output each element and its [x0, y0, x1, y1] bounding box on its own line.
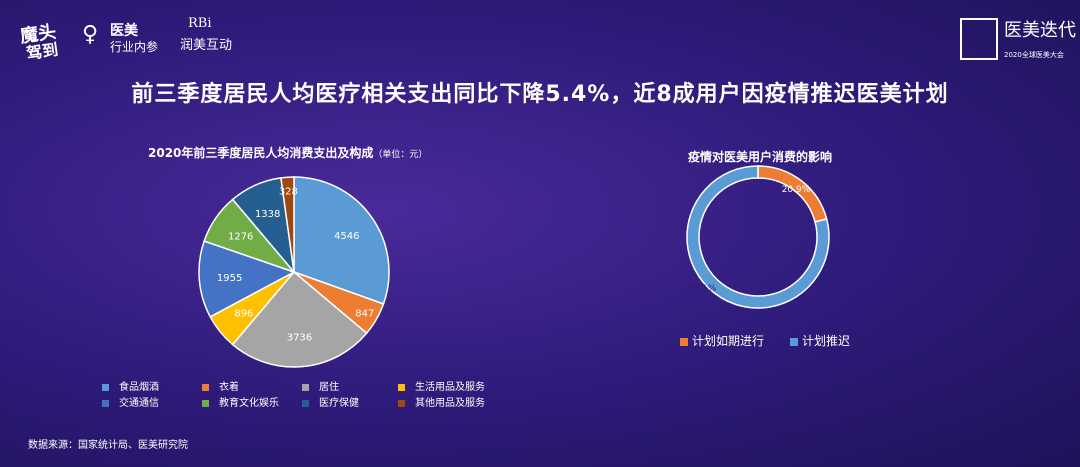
legend-item: 食品烟酒 — [102, 378, 159, 393]
chart2-title: 疫情对医美用户消费的影响 — [688, 150, 833, 164]
legend-swatch — [202, 383, 209, 391]
legend-item: 教育文化娱乐 — [202, 394, 279, 409]
legend2-label: 计划推迟 — [802, 334, 851, 348]
pie-slice-2 — [231, 270, 368, 368]
legend-swatch — [302, 399, 309, 407]
legend-label: 交通通信 — [119, 398, 159, 409]
legend2-swatch — [790, 337, 798, 346]
legend-label: 生活用品及服务 — [415, 382, 485, 393]
logo4-name: 医美迭代 — [1004, 20, 1076, 41]
legend-swatch — [398, 383, 405, 391]
legend-label: 居住 — [319, 382, 339, 393]
chart1-unit: （单位：元） — [373, 150, 428, 160]
pie-label-5: 1276 — [228, 231, 253, 242]
logo3-sub: 润美互动 — [180, 38, 233, 53]
pie-slice-7 — [280, 176, 295, 273]
legend-item: 衣着 — [202, 378, 239, 393]
logo4-sub: 2020全球医美大会 — [1004, 51, 1064, 59]
logo2-name: 医美 — [110, 23, 138, 39]
pie-label-0: 4546 — [334, 231, 359, 242]
chart1-title: 2020年前三季度居民人均消费支出及构成（单位：元） — [148, 144, 427, 161]
legend2-item: 计划推迟 — [790, 332, 850, 349]
legend-label: 医疗保健 — [319, 398, 359, 409]
pie-label-7: 328 — [279, 186, 298, 197]
pie-label-1: 847 — [355, 309, 374, 320]
legend2-swatch — [680, 337, 688, 346]
page-title: 前三季度居民人均医疗相关支出同比下降5.4%，近8成用户因疫情推迟医美计划 — [131, 82, 949, 107]
logo3-name: RBi — [188, 16, 212, 31]
pie-slice-4 — [198, 240, 296, 318]
pie-label-6: 1338 — [255, 209, 280, 220]
legend-item: 医疗保健 — [302, 394, 359, 409]
data-source: 数据来源：国家统计局、医美研究院 — [28, 440, 188, 451]
legend2-label: 计划如期进行 — [692, 334, 765, 348]
legend-item: 交通通信 — [102, 394, 159, 409]
legend-swatch — [102, 383, 109, 391]
legend-swatch — [102, 399, 109, 407]
legend-label: 衣着 — [219, 382, 239, 393]
legend-label: 食品烟酒 — [119, 382, 159, 393]
legend-label: 教育文化娱乐 — [219, 398, 279, 409]
legend-swatch — [302, 383, 309, 391]
donut-label-0: 20.9% — [782, 185, 811, 195]
pie-label-3: 896 — [234, 309, 253, 320]
legend2-item: 计划如期进行 — [680, 332, 764, 349]
pie-slice-0 — [293, 176, 390, 305]
chart1-title-text: 2020年前三季度居民人均消费支出及构成 — [148, 146, 374, 160]
legend-item: 其他用品及服务 — [398, 394, 485, 409]
legend-item: 居住 — [302, 378, 339, 393]
legend-swatch — [398, 399, 405, 407]
gmc-mark-icon — [960, 18, 998, 60]
pie-label-2: 3736 — [287, 332, 312, 343]
logo2-sub: 行业内参 — [110, 40, 159, 54]
pie-label-4: 1955 — [217, 273, 242, 284]
legend-swatch — [202, 399, 209, 407]
face-outline-icon: ♀ — [82, 22, 99, 47]
legend-label: 其他用品及服务 — [415, 398, 485, 409]
legend-item: 生活用品及服务 — [398, 378, 485, 393]
conference-logo: 医美迭代 2020全球医美大会 — [960, 14, 1076, 66]
donut-label-1: 79.1% — [688, 284, 717, 294]
donut-segment-1 — [686, 165, 830, 309]
